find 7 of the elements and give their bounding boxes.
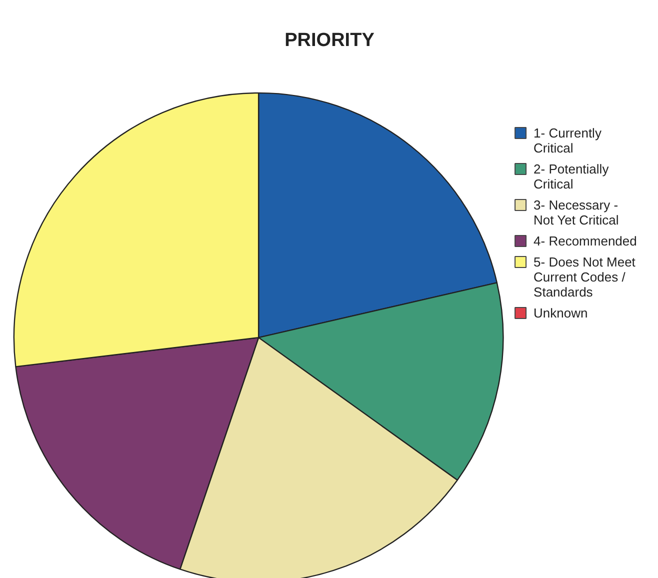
legend-label: 1- Currently Critical <box>534 125 602 156</box>
legend-label: 3- Necessary - Not Yet Critical <box>534 197 619 228</box>
legend-label: Unknown <box>534 305 588 320</box>
legend-label: 4- Recommended <box>534 233 637 248</box>
legend-label: 2- Potentially Critical <box>534 161 610 192</box>
legend-label: 5- Does Not Meet Current Codes / Standards <box>534 254 636 300</box>
chart-title: PRIORITY <box>284 30 375 52</box>
